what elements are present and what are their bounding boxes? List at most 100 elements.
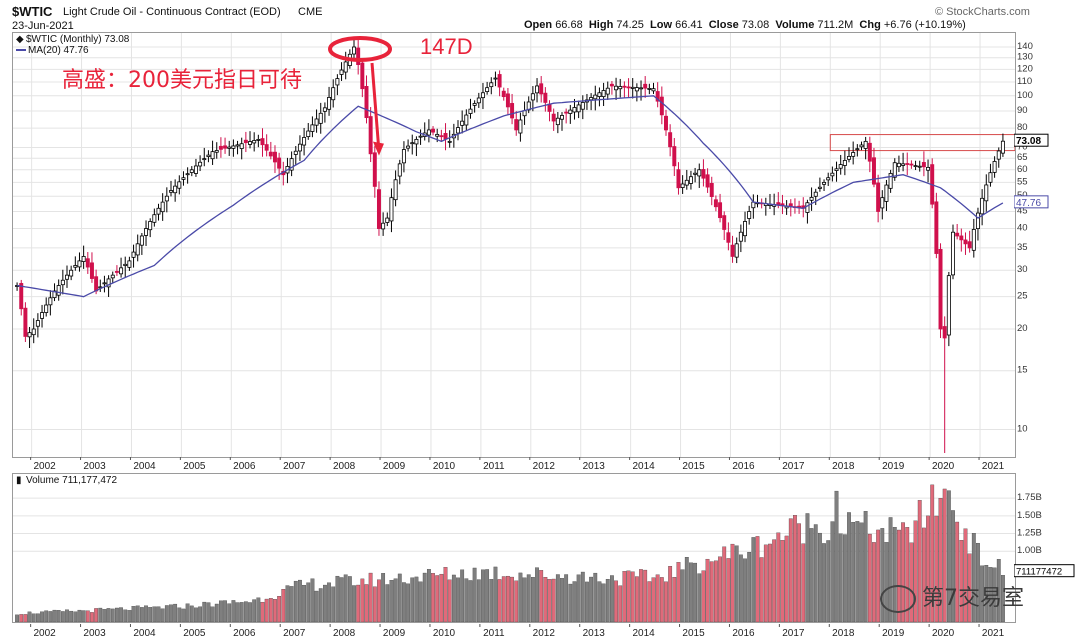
volume-bar <box>730 543 735 622</box>
candle-body <box>730 244 735 257</box>
candle-body <box>909 163 914 166</box>
last-close-label: 73.08 <box>1016 136 1041 147</box>
candle-body <box>239 143 244 149</box>
volume-bar <box>481 569 485 622</box>
chart-symbol: $WTIC <box>12 4 53 19</box>
volume-bar <box>385 584 390 622</box>
candle-body <box>73 265 78 268</box>
last-volume-box <box>1014 564 1075 578</box>
candle-body <box>235 144 240 147</box>
volume-bar <box>867 533 872 622</box>
price-tick-label: 20 <box>1017 323 1028 334</box>
volume-bar <box>15 614 19 622</box>
volume-bar <box>797 523 801 622</box>
volume-bar <box>231 600 236 622</box>
price-legend: ◆ $WTIC (Monthly) 73.08 <box>16 34 129 45</box>
close-label: Close <box>708 19 739 31</box>
resistance-band <box>829 134 1015 152</box>
volume-bar <box>614 580 618 622</box>
volume-bar <box>381 573 386 622</box>
volume-bar <box>418 581 423 622</box>
volume-bar <box>497 579 502 622</box>
candle-body <box>193 165 198 174</box>
volume-bar <box>793 515 797 622</box>
candle-body <box>106 278 111 288</box>
volume-bar <box>709 561 714 622</box>
volume-label: Volume <box>775 19 815 31</box>
volume-bar <box>94 608 99 622</box>
candle-body <box>414 138 419 145</box>
volume-bar <box>610 575 614 622</box>
candle-body <box>119 267 124 275</box>
year-label-top: 2005 <box>183 461 206 472</box>
ma-value-box <box>1014 195 1049 209</box>
candle-body <box>306 130 311 138</box>
volume-bar <box>909 542 914 622</box>
candle-body <box>27 332 32 338</box>
volume-bar <box>734 545 739 622</box>
volume-bar <box>659 577 664 622</box>
volume-bar <box>585 581 589 622</box>
volume-bar <box>996 559 1001 622</box>
volume-bar <box>198 606 203 622</box>
volume-bar <box>102 609 107 622</box>
year-label-bottom: 2010 <box>433 628 456 639</box>
volume-bar <box>264 598 269 622</box>
volume-bar <box>593 572 598 622</box>
candle-body <box>568 109 573 114</box>
volume-bar <box>951 510 955 622</box>
volume-bar <box>822 543 826 622</box>
volume-bar <box>664 581 668 622</box>
volume-bar <box>672 577 677 622</box>
brand-label: 第7交易室 <box>922 586 1024 611</box>
candle-body <box>605 87 610 95</box>
candle-body <box>314 118 319 126</box>
candle-body <box>946 275 951 336</box>
year-label-top: 2003 <box>83 461 106 472</box>
volume-bar <box>273 599 277 622</box>
volume-bar <box>327 582 331 622</box>
volume-bar <box>813 524 818 622</box>
low-value: 66.41 <box>675 19 703 31</box>
volume-bar <box>397 573 402 622</box>
volume-bar <box>805 513 810 622</box>
volume-bar <box>35 613 40 622</box>
volume-bar <box>693 562 698 622</box>
candle-body <box>847 156 851 160</box>
candle-body <box>177 181 182 189</box>
candle-body <box>331 87 336 101</box>
candle-body <box>468 108 473 114</box>
peak-arrow-head <box>372 141 384 156</box>
candle-body <box>809 196 814 201</box>
volume-bar <box>884 542 889 622</box>
volume-bar <box>830 521 835 622</box>
candle-body <box>381 222 386 230</box>
candle-body <box>401 149 406 164</box>
candle-body <box>272 151 277 163</box>
volume-bar <box>223 600 227 622</box>
chart-date: 23-Jun-2021 <box>12 20 74 32</box>
candle-body <box>751 201 756 209</box>
volume-bar <box>318 588 323 622</box>
volume-bar <box>152 606 157 622</box>
candle-body <box>921 162 926 168</box>
volume-bar <box>314 590 319 622</box>
volume-bar <box>576 574 581 622</box>
year-label-top: 2007 <box>283 461 306 472</box>
stockcharts-watermark: © StockCharts.com <box>935 6 1030 18</box>
candle-body <box>277 157 282 169</box>
year-label-top: 2015 <box>682 461 705 472</box>
candle-body <box>855 148 860 151</box>
candle-body <box>447 140 452 143</box>
volume-bar <box>352 585 356 622</box>
candle-body <box>144 228 149 236</box>
year-label-top: 2014 <box>633 461 656 472</box>
candle-body <box>210 151 215 160</box>
volume-bar <box>194 607 198 622</box>
candle-body <box>52 290 57 299</box>
volume-bar <box>235 602 240 622</box>
candle-body <box>580 102 585 110</box>
volume-bar <box>967 553 972 622</box>
year-label-bottom: 2016 <box>732 628 755 639</box>
volume-bar <box>842 534 847 622</box>
